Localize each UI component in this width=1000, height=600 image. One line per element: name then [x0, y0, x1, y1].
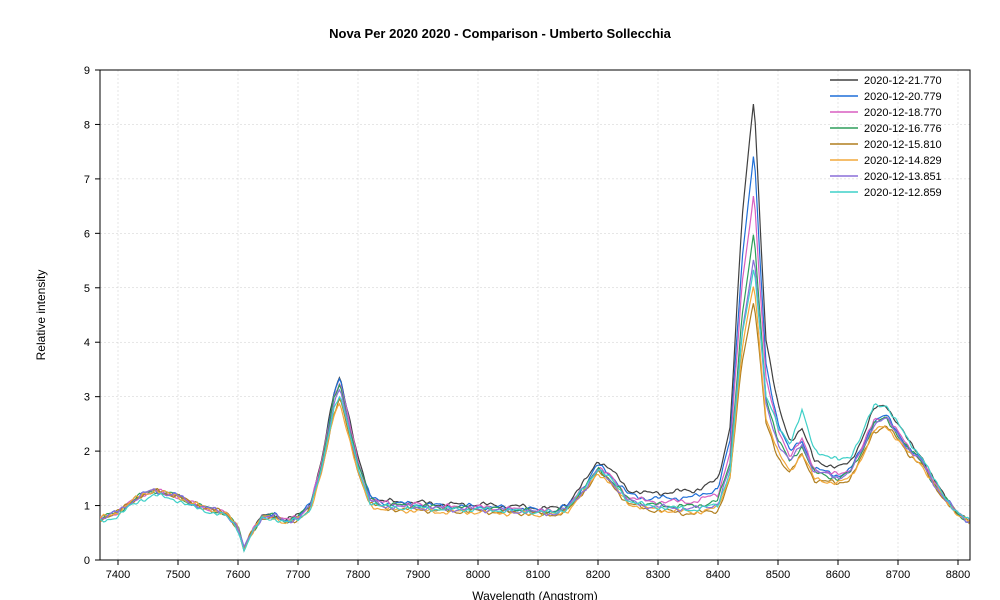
tick-label-x: 7500: [166, 569, 190, 581]
chart-title: Nova Per 2020 2020 - Comparison - Umbert…: [329, 26, 672, 41]
tick-label-y: 4: [84, 337, 90, 349]
legend-label: 2020-12-20.779: [864, 91, 942, 103]
tick-label-y: 1: [84, 501, 90, 513]
tick-label-x: 7400: [106, 569, 130, 581]
legend-label: 2020-12-14.829: [864, 155, 942, 167]
tick-label-y: 6: [84, 228, 90, 240]
tick-label-y: 0: [84, 555, 90, 567]
tick-label-x: 7700: [286, 569, 310, 581]
tick-label-y: 7: [84, 174, 90, 186]
legend-label: 2020-12-16.776: [864, 123, 942, 135]
tick-label-y: 2: [84, 446, 90, 458]
x-axis-label: Wavelength (Angstrom): [472, 589, 598, 600]
tick-label-x: 8400: [706, 569, 730, 581]
chart-container: Nova Per 2020 2020 - Comparison - Umbert…: [0, 0, 1000, 600]
series-group: [100, 104, 969, 551]
series-line: [100, 235, 969, 550]
tick-label-x: 7600: [226, 569, 250, 581]
series-line: [100, 260, 969, 547]
tick-label-x: 7900: [406, 569, 430, 581]
y-axis-label: Relative intensity: [34, 270, 48, 361]
spectral-chart: Nova Per 2020 2020 - Comparison - Umbert…: [0, 0, 1000, 600]
legend-label: 2020-12-18.770: [864, 107, 942, 119]
legend-label: 2020-12-13.851: [864, 171, 942, 183]
tick-label-x: 7800: [346, 569, 370, 581]
tick-label-y: 9: [84, 65, 90, 77]
legend-label: 2020-12-15.810: [864, 139, 942, 151]
tick-label-x: 8300: [646, 569, 670, 581]
series-line: [100, 196, 969, 550]
tick-label-x: 8100: [526, 569, 550, 581]
tick-label-y: 8: [84, 119, 90, 131]
legend-label: 2020-12-12.859: [864, 187, 942, 199]
legend-label: 2020-12-21.770: [864, 75, 942, 87]
tick-label-x: 8700: [886, 569, 910, 581]
series-line: [100, 303, 969, 549]
tick-label-x: 8200: [586, 569, 610, 581]
tick-label-x: 8600: [826, 569, 850, 581]
tick-label-y: 3: [84, 392, 90, 404]
series-line: [100, 157, 969, 548]
tick-label-x: 8800: [946, 569, 970, 581]
tick-label-x: 8500: [766, 569, 790, 581]
tick-label-x: 8000: [466, 569, 490, 581]
legend: 2020-12-21.770 2020-12-20.779 2020-12-18.7…: [830, 75, 942, 199]
tick-label-y: 5: [84, 283, 90, 295]
